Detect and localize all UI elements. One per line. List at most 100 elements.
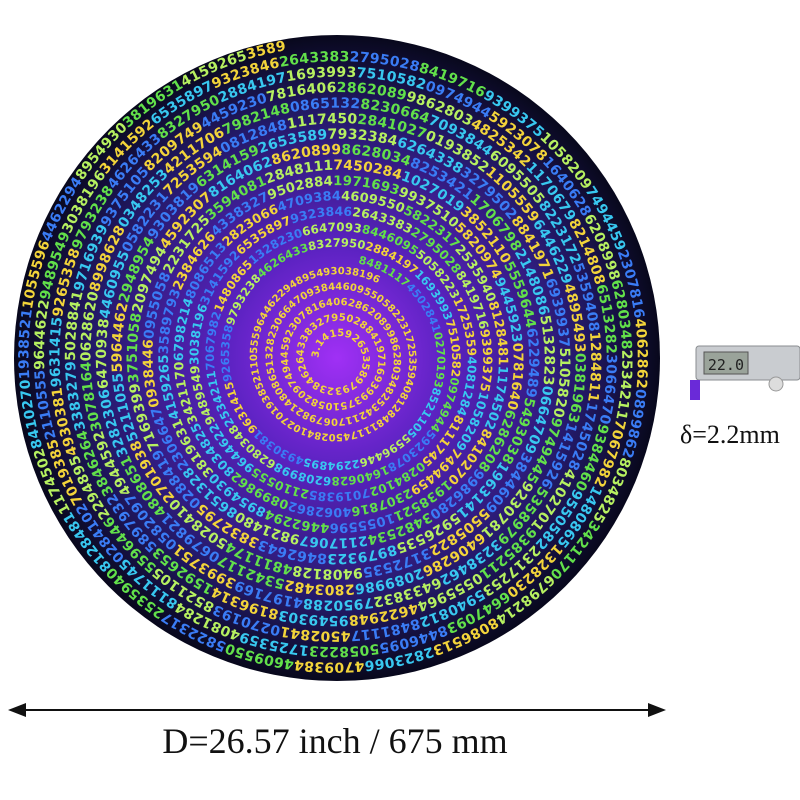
pi-digit: 6 xyxy=(607,278,625,291)
pi-digit: 6 xyxy=(32,350,48,360)
pi-digit: 2 xyxy=(421,643,435,661)
pi-digit: 2 xyxy=(540,365,557,376)
pi-digit: 5 xyxy=(302,455,313,470)
pi-digit: 2 xyxy=(314,504,324,520)
pi-digit: 3 xyxy=(327,550,337,566)
pi-digit: 5 xyxy=(348,236,358,251)
pi-digit: 0 xyxy=(376,83,389,100)
pi-digit: 5 xyxy=(273,574,286,592)
pi-digit: 6 xyxy=(350,189,361,205)
pi-digit: 0 xyxy=(383,653,396,670)
pi-digit: 0 xyxy=(431,331,445,342)
pi-digit: 3 xyxy=(286,131,299,149)
pi-digit: 0 xyxy=(395,118,409,136)
pi-digit: 8 xyxy=(293,578,305,595)
pi-digit: 5 xyxy=(329,612,339,628)
pi-digit: 5 xyxy=(366,515,378,532)
pi-digit: 4 xyxy=(354,657,365,674)
thickness-label: δ=2.2mm xyxy=(680,420,780,449)
pi-digit: 9 xyxy=(352,564,363,581)
pi-digit: 1 xyxy=(487,309,504,322)
pi-digit: 4 xyxy=(298,51,310,68)
pi-digit: 2 xyxy=(402,649,415,667)
pi-digit: 2 xyxy=(31,446,49,460)
pi-digit: 9 xyxy=(339,612,349,628)
pi-digit: 2 xyxy=(116,291,134,305)
pi-digit: 9 xyxy=(129,392,147,405)
pi-digit: 5 xyxy=(343,596,353,612)
pi-digit: 4 xyxy=(490,392,507,404)
pi-digit: 6 xyxy=(309,533,320,550)
pi-digit: 3 xyxy=(539,335,556,346)
pi-digit: 4 xyxy=(498,294,515,308)
pi-digit: 9 xyxy=(336,65,346,81)
pi-digit: 8 xyxy=(96,318,113,330)
pi-digit: 2 xyxy=(490,318,507,330)
diameter-label: D=26.57 inch / 675 mm xyxy=(162,721,508,761)
pi-digit: 3 xyxy=(142,378,159,390)
pi-digit: 1 xyxy=(37,409,55,422)
pi-digit: 1 xyxy=(348,533,359,550)
pi-digit: 2 xyxy=(368,483,380,499)
pi-digit: 6 xyxy=(96,388,113,400)
pi-digit: 3 xyxy=(238,63,252,81)
pi-digit: 2 xyxy=(291,515,303,532)
pi-digit: 9 xyxy=(367,192,379,209)
pi-digit: 5 xyxy=(320,96,330,112)
pi-digit: 4 xyxy=(318,612,329,629)
pi-digit: 8 xyxy=(357,254,368,269)
pi-digit: 5 xyxy=(34,389,51,401)
pi-digit: 0 xyxy=(358,190,369,206)
pi-digit: 8 xyxy=(366,113,378,130)
pi-digit: 2 xyxy=(286,545,299,563)
pi-digit: 9 xyxy=(109,353,125,363)
pi-digit: 5 xyxy=(17,329,34,340)
pi-digit: 3 xyxy=(401,584,415,602)
pi-digit: 3 xyxy=(382,590,395,608)
pi-digit: 4 xyxy=(342,504,352,520)
pi-digit: 2 xyxy=(357,532,369,549)
pi-digit: 2 xyxy=(610,288,628,301)
pi-digit: 3 xyxy=(65,390,82,402)
pi-digit: 8 xyxy=(408,615,422,633)
pi-digit: 9 xyxy=(306,66,317,83)
pi-digit: 1 xyxy=(493,374,509,385)
pi-digit: 2 xyxy=(286,498,299,515)
pi-digit: 1 xyxy=(584,391,601,403)
pi-digit: 4 xyxy=(341,189,351,204)
pi-digit: 0 xyxy=(187,347,201,356)
pi-digit: 3 xyxy=(571,343,587,353)
pi-digit: 2 xyxy=(20,398,37,410)
pi-digit: 3 xyxy=(462,329,477,340)
pi-digit: 1 xyxy=(290,483,302,499)
pi-digit: 4 xyxy=(531,413,549,427)
pi-digit: 1 xyxy=(17,369,33,380)
pi-digit: 2 xyxy=(34,309,51,321)
pi-digit: 8 xyxy=(339,643,349,659)
pi-digit: 5 xyxy=(26,268,44,282)
pi-digit: 9 xyxy=(253,648,266,666)
pi-digit: 2 xyxy=(177,396,194,409)
pi-digit: 9 xyxy=(60,434,78,448)
pi-digit: 9 xyxy=(119,281,137,295)
pi-digit: 9 xyxy=(356,548,368,565)
pi-digit: 5 xyxy=(276,133,289,151)
pi-digit: 2 xyxy=(324,236,333,251)
pi-digit: 5 xyxy=(157,354,172,363)
pi-digit: 6 xyxy=(397,602,410,620)
pi-digit: 8 xyxy=(42,268,60,282)
pi-digit: 0 xyxy=(608,428,626,442)
pi-digit: 3 xyxy=(309,50,320,67)
pi-digit: 5 xyxy=(268,636,281,654)
pi-digit: 4 xyxy=(292,593,304,610)
pi-digit: 2 xyxy=(343,458,352,472)
pi-digit: 2 xyxy=(377,607,389,624)
pi-digit: 3 xyxy=(316,65,327,82)
pi-digit: 0 xyxy=(374,512,387,529)
pi-digit: 2 xyxy=(371,161,384,179)
pi-digit: 0 xyxy=(538,384,555,396)
pi-digit: 3 xyxy=(315,237,325,252)
pi-digit: 2 xyxy=(91,429,109,443)
pi-digit: 8 xyxy=(293,161,306,179)
pi-digit: 9 xyxy=(164,296,181,309)
